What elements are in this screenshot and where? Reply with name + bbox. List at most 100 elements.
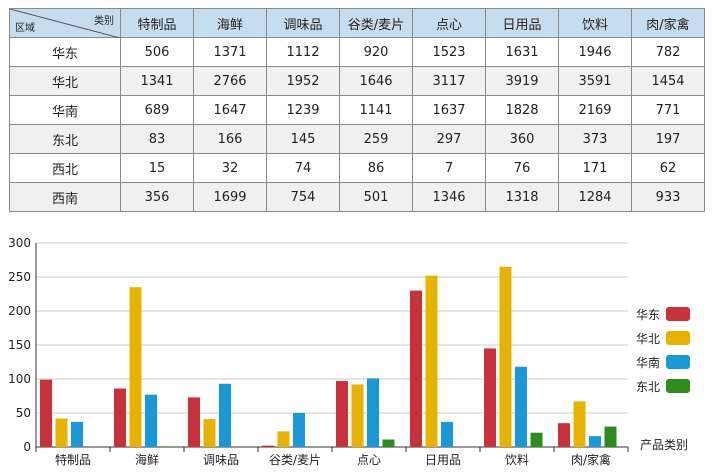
table-row: 华北 1341 2766 1952 1646 3117 3919 3591 1454 [9, 66, 705, 96]
table-cell: 771 [631, 95, 705, 125]
column-header: 调味品 [266, 8, 340, 38]
bar [160, 446, 173, 447]
column-header: 肉/家禽 [631, 8, 705, 38]
table-cell: 62 [631, 153, 705, 183]
table-cell: 74 [266, 153, 340, 183]
table-cell: 259 [339, 124, 413, 154]
legend-label: 华南 [636, 355, 660, 370]
bar [351, 384, 364, 447]
table-cell: 83 [120, 124, 194, 154]
table-row: 西南 356 1699 754 501 1346 1318 1284 933 [9, 182, 705, 212]
table-cell: 1112 [266, 37, 340, 67]
table-cell: 1952 [266, 66, 340, 96]
corner-row-label: 区域 [15, 23, 35, 34]
table-cell: 1141 [339, 95, 413, 125]
table-cell: 1346 [412, 182, 486, 212]
bar [573, 401, 586, 447]
bar [71, 421, 83, 447]
y-tick-label: 100 [8, 372, 31, 386]
bar [219, 383, 231, 447]
bar [114, 388, 126, 447]
x-tick-label: 日用品 [425, 453, 461, 467]
x-tick-label: 特制品 [55, 452, 91, 467]
y-tick-label: 0 [23, 440, 31, 454]
bar [188, 397, 200, 447]
table-cell: 3919 [485, 66, 559, 96]
x-tick-label: 调味品 [203, 453, 239, 467]
table-cell: 356 [120, 182, 194, 212]
table-cell: 1828 [485, 95, 559, 125]
bar [558, 423, 570, 447]
table-cell: 2766 [193, 66, 267, 96]
table-cell: 1239 [266, 95, 340, 125]
row-header: 华东 [9, 37, 121, 67]
table-cell: 76 [485, 153, 559, 183]
corner-diagonal [10, 9, 120, 38]
table-cell: 297 [412, 124, 486, 154]
sales-table: 类别 区域 特制品 海鲜 调味品 谷类/麦片 点心 日用品 饮料 肉/家禽 华东 506 1371… [9, 8, 705, 212]
table-cell: 1647 [193, 95, 267, 125]
bar [40, 379, 52, 447]
table-row: 华南 689 1647 1239 1141 1637 1828 2169 771 [9, 95, 705, 125]
table-cell: 7 [412, 153, 486, 183]
x-axis-title: 产品类别 [640, 438, 688, 452]
bar [425, 275, 438, 447]
table-cell: 1523 [412, 37, 486, 67]
row-header: 西南 [9, 182, 121, 212]
column-header: 特制品 [120, 8, 194, 38]
row-header: 东北 [9, 124, 121, 154]
legend-swatch [666, 379, 690, 393]
bar [129, 287, 142, 447]
column-header: 饮料 [558, 8, 632, 38]
column-header: 谷类/麦片 [339, 8, 413, 38]
bar [530, 432, 543, 447]
table-cell: 1454 [631, 66, 705, 96]
table-cell: 501 [339, 182, 413, 212]
bar [410, 290, 422, 447]
bar [277, 431, 290, 447]
bar [55, 418, 68, 447]
y-tick-label: 50 [16, 406, 31, 420]
bar [589, 436, 601, 447]
legend-swatch [666, 355, 690, 369]
legend-swatch [666, 307, 690, 321]
table-row: 华东 506 1371 1112 920 1523 1631 1946 782 [9, 37, 705, 67]
row-header: 华北 [9, 66, 121, 96]
column-header: 日用品 [485, 8, 559, 38]
table-row: 东北 83 166 145 259 297 360 373 197 [9, 124, 705, 154]
table-cell: 3117 [412, 66, 486, 96]
row-header: 西北 [9, 153, 121, 183]
column-header: 点心 [412, 8, 486, 38]
table-cell: 1637 [412, 95, 486, 125]
bar [145, 394, 157, 447]
bar [203, 419, 216, 447]
table-cell: 754 [266, 182, 340, 212]
bar [293, 413, 305, 447]
table-cell: 689 [120, 95, 194, 125]
table-cell: 15 [120, 153, 194, 183]
table-corner-header: 类别 区域 [9, 8, 121, 38]
table-cell: 1646 [339, 66, 413, 96]
table-cell: 145 [266, 124, 340, 154]
bar [515, 366, 527, 447]
table-cell: 782 [631, 37, 705, 67]
y-tick-label: 150 [8, 338, 31, 352]
bar [262, 445, 274, 447]
y-tick-label: 300 [8, 236, 31, 250]
bar [484, 348, 496, 447]
table-cell: 1946 [558, 37, 632, 67]
table-cell: 32 [193, 153, 267, 183]
table-cell: 86 [339, 153, 413, 183]
y-tick-label: 200 [8, 304, 31, 318]
x-tick-label: 饮料 [505, 453, 529, 467]
bar [499, 266, 512, 447]
legend-swatch [666, 331, 690, 345]
y-tick-label: 250 [8, 270, 31, 284]
column-header: 海鲜 [193, 8, 267, 38]
legend-label: 东北 [636, 380, 660, 394]
table-cell: 360 [485, 124, 559, 154]
bar [441, 421, 453, 447]
table-cell: 1699 [193, 182, 267, 212]
table-cell: 171 [558, 153, 632, 183]
table-cell: 2169 [558, 95, 632, 125]
